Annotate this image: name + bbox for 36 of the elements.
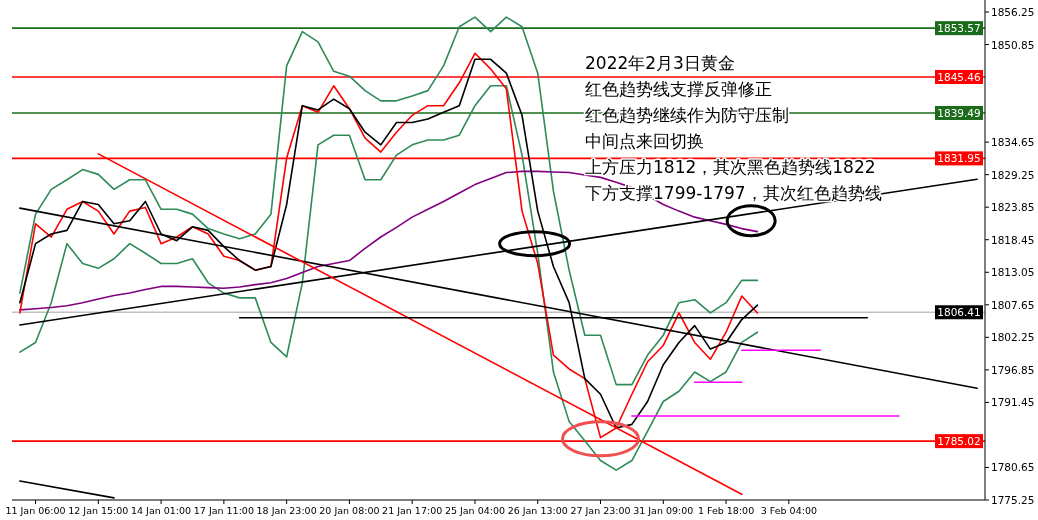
x-tick-label: 1 Feb 18:00 — [697, 505, 755, 516]
x-tick-label: 17 Jan 11:00 — [193, 505, 254, 516]
y-tick-label: 1818.45 — [991, 233, 1035, 246]
annotation: 2022年2月3日黄金 — [585, 53, 735, 73]
x-tick-label: 3 Feb 04:00 — [760, 505, 817, 516]
y-tick-label: 1802.25 — [991, 331, 1035, 344]
ref-line-label: 1839.49 — [937, 106, 981, 119]
ref-line-label: 1831.95 — [937, 152, 981, 165]
x-tick-label: 18 Jan 23:00 — [256, 505, 317, 516]
y-tick-label: 1775.25 — [991, 494, 1035, 506]
y-tick-label: 1823.85 — [991, 201, 1035, 214]
x-tick-label: 27 Jan 23:00 — [570, 505, 631, 516]
y-tick-label: 1791.45 — [991, 396, 1035, 409]
y-tick-label: 1813.05 — [991, 266, 1035, 279]
annotation: 红色趋势线支撑反弹修正 — [585, 79, 772, 99]
ref-line-label: 1806.41 — [937, 306, 981, 319]
y-tick-label: 1807.65 — [991, 298, 1035, 311]
x-tick-label: 14 Jan 01:00 — [131, 505, 192, 516]
y-tick-label: 1850.85 — [991, 38, 1035, 51]
x-tick-label: 12 Jan 15:00 — [68, 505, 129, 516]
y-tick-label: 1829.25 — [991, 168, 1035, 181]
x-tick-label: 25 Jan 04:00 — [444, 505, 506, 516]
x-tick-label: 21 Jan 17:00 — [382, 505, 443, 516]
ref-line-label: 1785.02 — [937, 435, 981, 448]
y-tick-label: 1834.65 — [991, 136, 1035, 149]
x-tick-label: 31 Jan 09:00 — [633, 505, 694, 516]
ref-line-label: 1845.46 — [937, 71, 982, 84]
x-tick-label: 11 Jan 06:00 — [5, 505, 66, 516]
ref-line-label: 1853.57 — [937, 22, 981, 35]
annotation: 中间点来回切换 — [585, 131, 704, 151]
x-tick-label: 26 Jan 13:00 — [507, 505, 568, 516]
y-tick-label: 1796.85 — [991, 363, 1035, 376]
y-tick-label: 1780.65 — [991, 461, 1035, 474]
x-tick-label: 20 Jan 08:00 — [319, 505, 380, 516]
y-tick-label: 1856.25 — [991, 6, 1035, 18]
annotation: 上方压力1812，其次黑色趋势线1822 — [585, 157, 876, 177]
